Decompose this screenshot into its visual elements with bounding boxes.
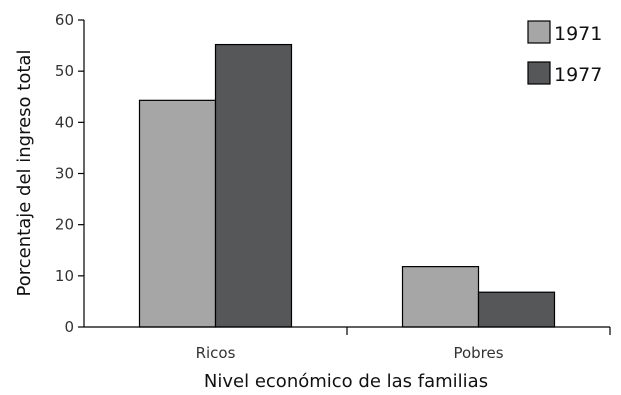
x-tick-label: Pobres	[453, 344, 503, 362]
bar-ricos-1977	[214, 43, 293, 328]
y-tick-label: 50	[55, 62, 74, 80]
legend-label-1977: 1977	[554, 64, 602, 86]
legend-label-1971: 1971	[554, 23, 602, 45]
y-tick-label: 0	[64, 318, 74, 336]
legend-swatch-1977	[527, 61, 551, 85]
legend-swatch-1971	[527, 20, 551, 44]
y-tick-label: 60	[55, 11, 74, 29]
x-tick-label: Ricos	[196, 344, 236, 362]
legend: 1971 1977	[527, 20, 602, 86]
y-tick-label: 30	[55, 165, 74, 183]
y-tick-label: 40	[55, 113, 74, 131]
bar-pobres-1971	[401, 266, 480, 328]
y-ticks-group: 0 10 20 30 40 50 60	[55, 11, 84, 336]
y-tick-label: 20	[55, 216, 74, 234]
bar-pobres-1977	[477, 291, 556, 328]
y-axis-title: Porcentaje del ingreso total	[14, 50, 35, 297]
x-ticks-group: Ricos Pobres	[196, 327, 611, 362]
y-tick-label: 10	[55, 267, 74, 285]
bars-group	[138, 43, 556, 328]
x-axis-title: Nivel económico de las familias	[204, 371, 488, 392]
bar-ricos-1971	[138, 99, 217, 328]
